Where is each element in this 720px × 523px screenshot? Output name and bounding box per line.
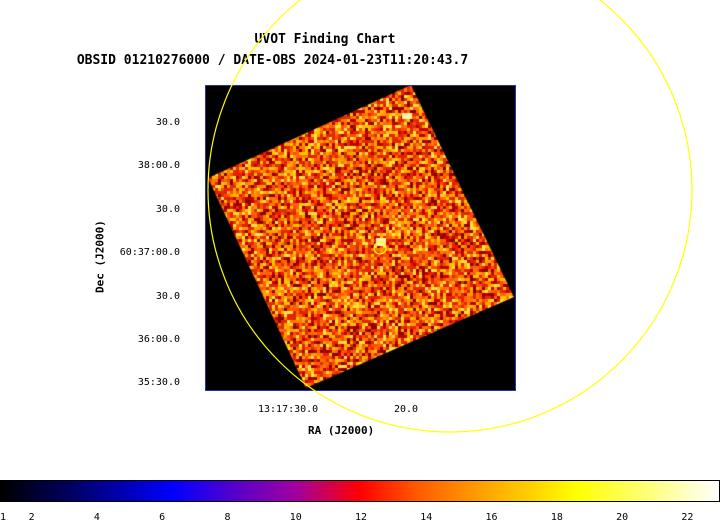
dec-tick-label: 38:00.0 [137,160,180,171]
chart-title: UVOT Finding Chart [254,32,396,47]
dec-tick-label: 36:00.0 [137,334,180,345]
colorbar-tick-label: 1 [0,512,7,523]
dec-tick-label: 30.0 [155,117,180,128]
uvot-image [206,86,515,390]
chart-subtitle: OBSID 01210276000 / DATE-OBS 2024-01-23T… [76,53,469,68]
field-of-view-circle [207,0,693,433]
dec-tick-label: 30.0 [155,291,180,302]
dec-tick-label: 60:37:00.0 [119,247,180,258]
colorbar-tick-label: 10 [289,512,302,523]
dec-tick-label: 35:30.0 [137,377,180,388]
colorbar-tick-label: 6 [159,512,166,523]
colorbar [0,480,720,502]
dec-tick-label: 30.0 [155,204,180,215]
ra-tick-label: 13:17:30.0 [258,404,319,415]
source-marker-circle [373,241,387,255]
colorbar-tick-label: 20 [616,512,629,523]
ra-tick-label: 20.0 [394,404,419,415]
colorbar-tick-label: 8 [224,512,231,523]
colorbar-tick-label: 16 [485,512,498,523]
colorbar-tick-label: 2 [28,512,35,523]
colorbar-tick-label: 22 [681,512,694,523]
colorbar-tick-label: 4 [93,512,100,523]
colorbar-tick-label: 14 [420,512,433,523]
colorbar-tick-label: 18 [550,512,563,523]
image-frame [205,85,516,391]
colorbar-tick-label: 12 [355,512,368,523]
x-axis-label: RA (J2000) [308,424,375,437]
